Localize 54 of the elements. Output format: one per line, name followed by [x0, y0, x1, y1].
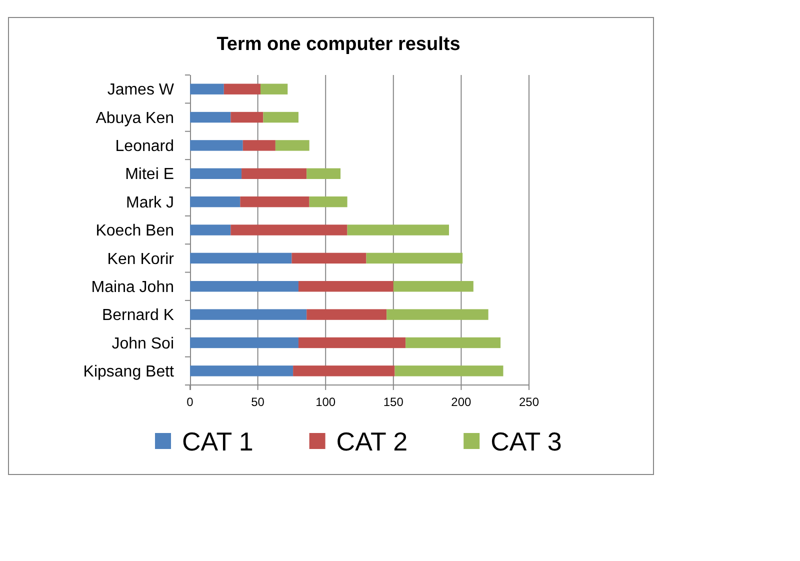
x-tick-label: 250: [518, 395, 540, 410]
y-tick-label: Maina John: [91, 278, 174, 296]
bar: [298, 281, 394, 292]
bar: [190, 196, 240, 208]
y-tick-label: John Soi: [112, 335, 174, 352]
bar: [224, 84, 261, 94]
bar: [292, 252, 366, 264]
x-tick-label: 100: [316, 395, 336, 410]
y-tick-label: Mark J: [126, 194, 174, 212]
bar: [190, 281, 298, 292]
bar: [298, 337, 406, 348]
bar: [393, 281, 474, 292]
bar: [190, 224, 231, 236]
bar: [260, 84, 288, 94]
legend-label: CAT 2: [336, 426, 408, 456]
bar: [309, 196, 348, 208]
bar: [190, 84, 224, 94]
y-tick-label: Koech Ben: [96, 222, 174, 240]
chart-title: Term one computer results: [216, 34, 460, 55]
legend-label: CAT 3: [490, 426, 562, 456]
y-tick-label: Leonard: [115, 138, 174, 156]
bar: [366, 252, 463, 264]
bar: [190, 366, 294, 376]
y-tick-label: Bernard K: [102, 307, 174, 324]
bar: [242, 140, 276, 151]
bar: [190, 337, 298, 348]
x-tick-label: 150: [383, 395, 404, 410]
y-tick-label: Mitei E: [125, 166, 174, 184]
y-tick-label: Kipsang Bett: [83, 364, 175, 381]
legend-label: CAT 1: [182, 426, 254, 456]
y-tick-label: Ken Korir: [107, 250, 175, 268]
bar: [190, 112, 231, 123]
bar: [230, 224, 348, 236]
bar: [242, 168, 307, 179]
y-tick-label: James W: [107, 82, 175, 99]
bar: [190, 252, 292, 264]
bar: [394, 366, 504, 376]
bar: [406, 337, 501, 348]
bar: [230, 112, 264, 123]
y-tick-label: Abuya Ken: [96, 110, 174, 127]
bar: [293, 366, 395, 376]
bar: [386, 309, 488, 320]
bar: [347, 224, 449, 236]
bar: [275, 140, 310, 151]
bar: [190, 168, 242, 179]
bar: [190, 140, 243, 151]
bar: [306, 168, 341, 179]
x-tick-label: 0: [186, 395, 194, 410]
bar: [190, 309, 307, 320]
x-tick-label: 50: [251, 395, 265, 410]
bar: [306, 309, 387, 320]
bar: [240, 196, 310, 208]
x-tick-label: 200: [451, 395, 472, 410]
bar: [263, 112, 298, 123]
